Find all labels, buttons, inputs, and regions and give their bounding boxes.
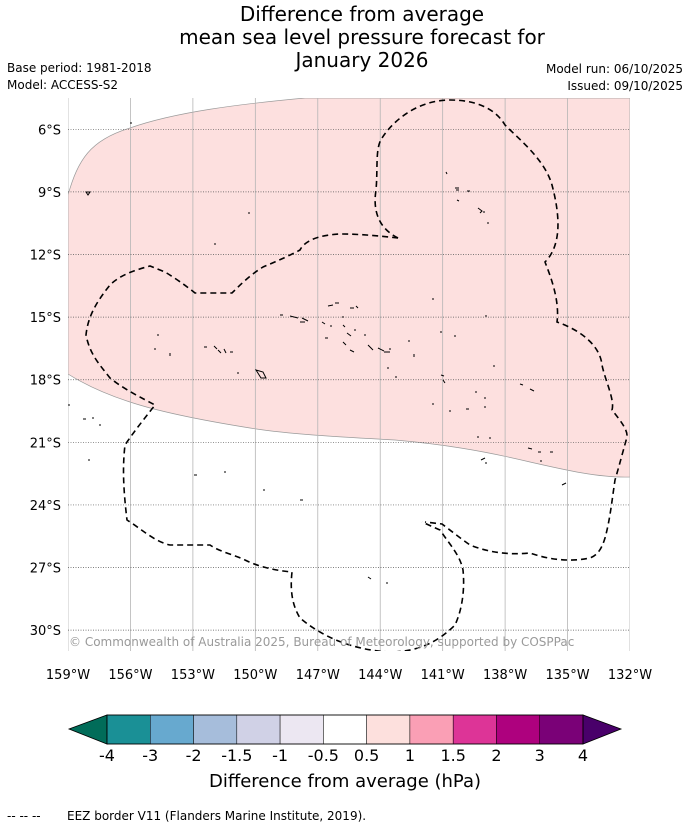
colorbar-segments [106, 714, 584, 745]
latitude-gridlines [68, 128, 630, 631]
latitude-label: 12°S [30, 249, 61, 264]
latitude-label: 18°S [30, 374, 61, 389]
longitude-label: 147°W [296, 668, 340, 683]
title-line-2: mean sea level pressure forecast for [179, 25, 545, 49]
pressure-anomaly-region [68, 98, 630, 478]
longitude-label: 132°W [608, 668, 652, 683]
latitude-label: 15°S [30, 311, 61, 326]
latitude-label: 6°S [38, 123, 61, 138]
colorbar-tick-label: 2 [491, 746, 501, 765]
map: 6°S 9°S 12°S 15°S 18°S 21°S 24°S 27°S 30°S 159°W… [30, 98, 652, 683]
title-line-3: January 2026 [295, 48, 429, 72]
longitude-label: 156°W [108, 668, 152, 683]
latitude-label: 30°S [30, 624, 61, 639]
colorbar-segment [193, 714, 238, 745]
islands [68, 122, 567, 584]
colorbar-title: Difference from average (hPa) [209, 771, 481, 792]
colorbar-tick-label: 1.5 [440, 746, 465, 765]
colorbar-segment [106, 714, 151, 745]
longitude-label: 159°W [46, 668, 90, 683]
colorbar-tick-label: -1.5 [221, 746, 252, 765]
longitude-label: 150°W [233, 668, 277, 683]
eez-border [85, 233, 465, 651]
colorbar-tick-label: -0.5 [308, 746, 339, 765]
colorbar: -4 -3 -2 -1.5 -1 -0.5 0.5 1 1.5 2 3 4 Difference fr… [7, 714, 623, 823]
colorbar-segment [236, 714, 281, 745]
latitude-label: 9°S [38, 186, 61, 201]
longitude-label: 135°W [545, 668, 589, 683]
colorbar-segment [366, 714, 411, 745]
colorbar-tick-label: 1 [405, 746, 415, 765]
model-run-date: Model run: 06/10/2025 [545, 62, 683, 76]
latitude-label: 21°S [30, 436, 61, 451]
colorbar-segment [279, 714, 324, 745]
colorbar-segment [150, 714, 194, 745]
copyright-notice: © Commonwealth of Australia 2025, Bureau… [69, 635, 574, 649]
latitude-label: 27°S [30, 562, 61, 577]
eez-legend-text: EEZ border V11 (Flanders Marine Institut… [67, 809, 366, 823]
colorbar-segment [496, 714, 540, 745]
colorbar-segment [323, 714, 367, 745]
colorbar-tick-label: -2 [186, 746, 202, 765]
eez-legend-symbol: -- -- -- [7, 809, 41, 823]
colorbar-tick-label: -4 [99, 746, 115, 765]
model-name: Model: ACCESS-S2 [7, 78, 119, 92]
colorbar-over-arrow [582, 714, 623, 745]
longitude-gridlines [68, 98, 630, 651]
base-period: Base period: 1981-2018 [7, 61, 152, 75]
latitude-labels: 6°S 9°S 12°S 15°S 18°S 21°S 24°S 27°S 30°S [30, 123, 61, 639]
longitude-labels: 159°W 156°W 153°W 150°W 147°W 144°W 141°W 138°W… [46, 668, 652, 683]
longitude-label: 138°W [483, 668, 527, 683]
colorbar-tick-label: 3 [535, 746, 545, 765]
colorbar-tick-label: -1 [272, 746, 288, 765]
colorbar-segment [452, 714, 497, 745]
colorbar-under-arrow [67, 714, 108, 745]
colorbar-segment [409, 714, 454, 745]
longitude-label: 153°W [171, 668, 215, 683]
latitude-label: 24°S [30, 499, 61, 514]
eez-border [374, 99, 628, 561]
colorbar-tick-label: 0.5 [354, 746, 379, 765]
colorbar-tick-label: -3 [142, 746, 158, 765]
issued-date: Issued: 09/10/2025 [567, 79, 683, 93]
longitude-label: 141°W [421, 668, 465, 683]
colorbar-segment [539, 714, 584, 745]
longitude-label: 144°W [358, 668, 402, 683]
title-line-1: Difference from average [239, 2, 485, 26]
colorbar-tick-label: 4 [578, 746, 588, 765]
colorbar-tick-labels: -4 -3 -2 -1.5 -1 -0.5 0.5 1 1.5 2 3 4 [99, 746, 588, 765]
